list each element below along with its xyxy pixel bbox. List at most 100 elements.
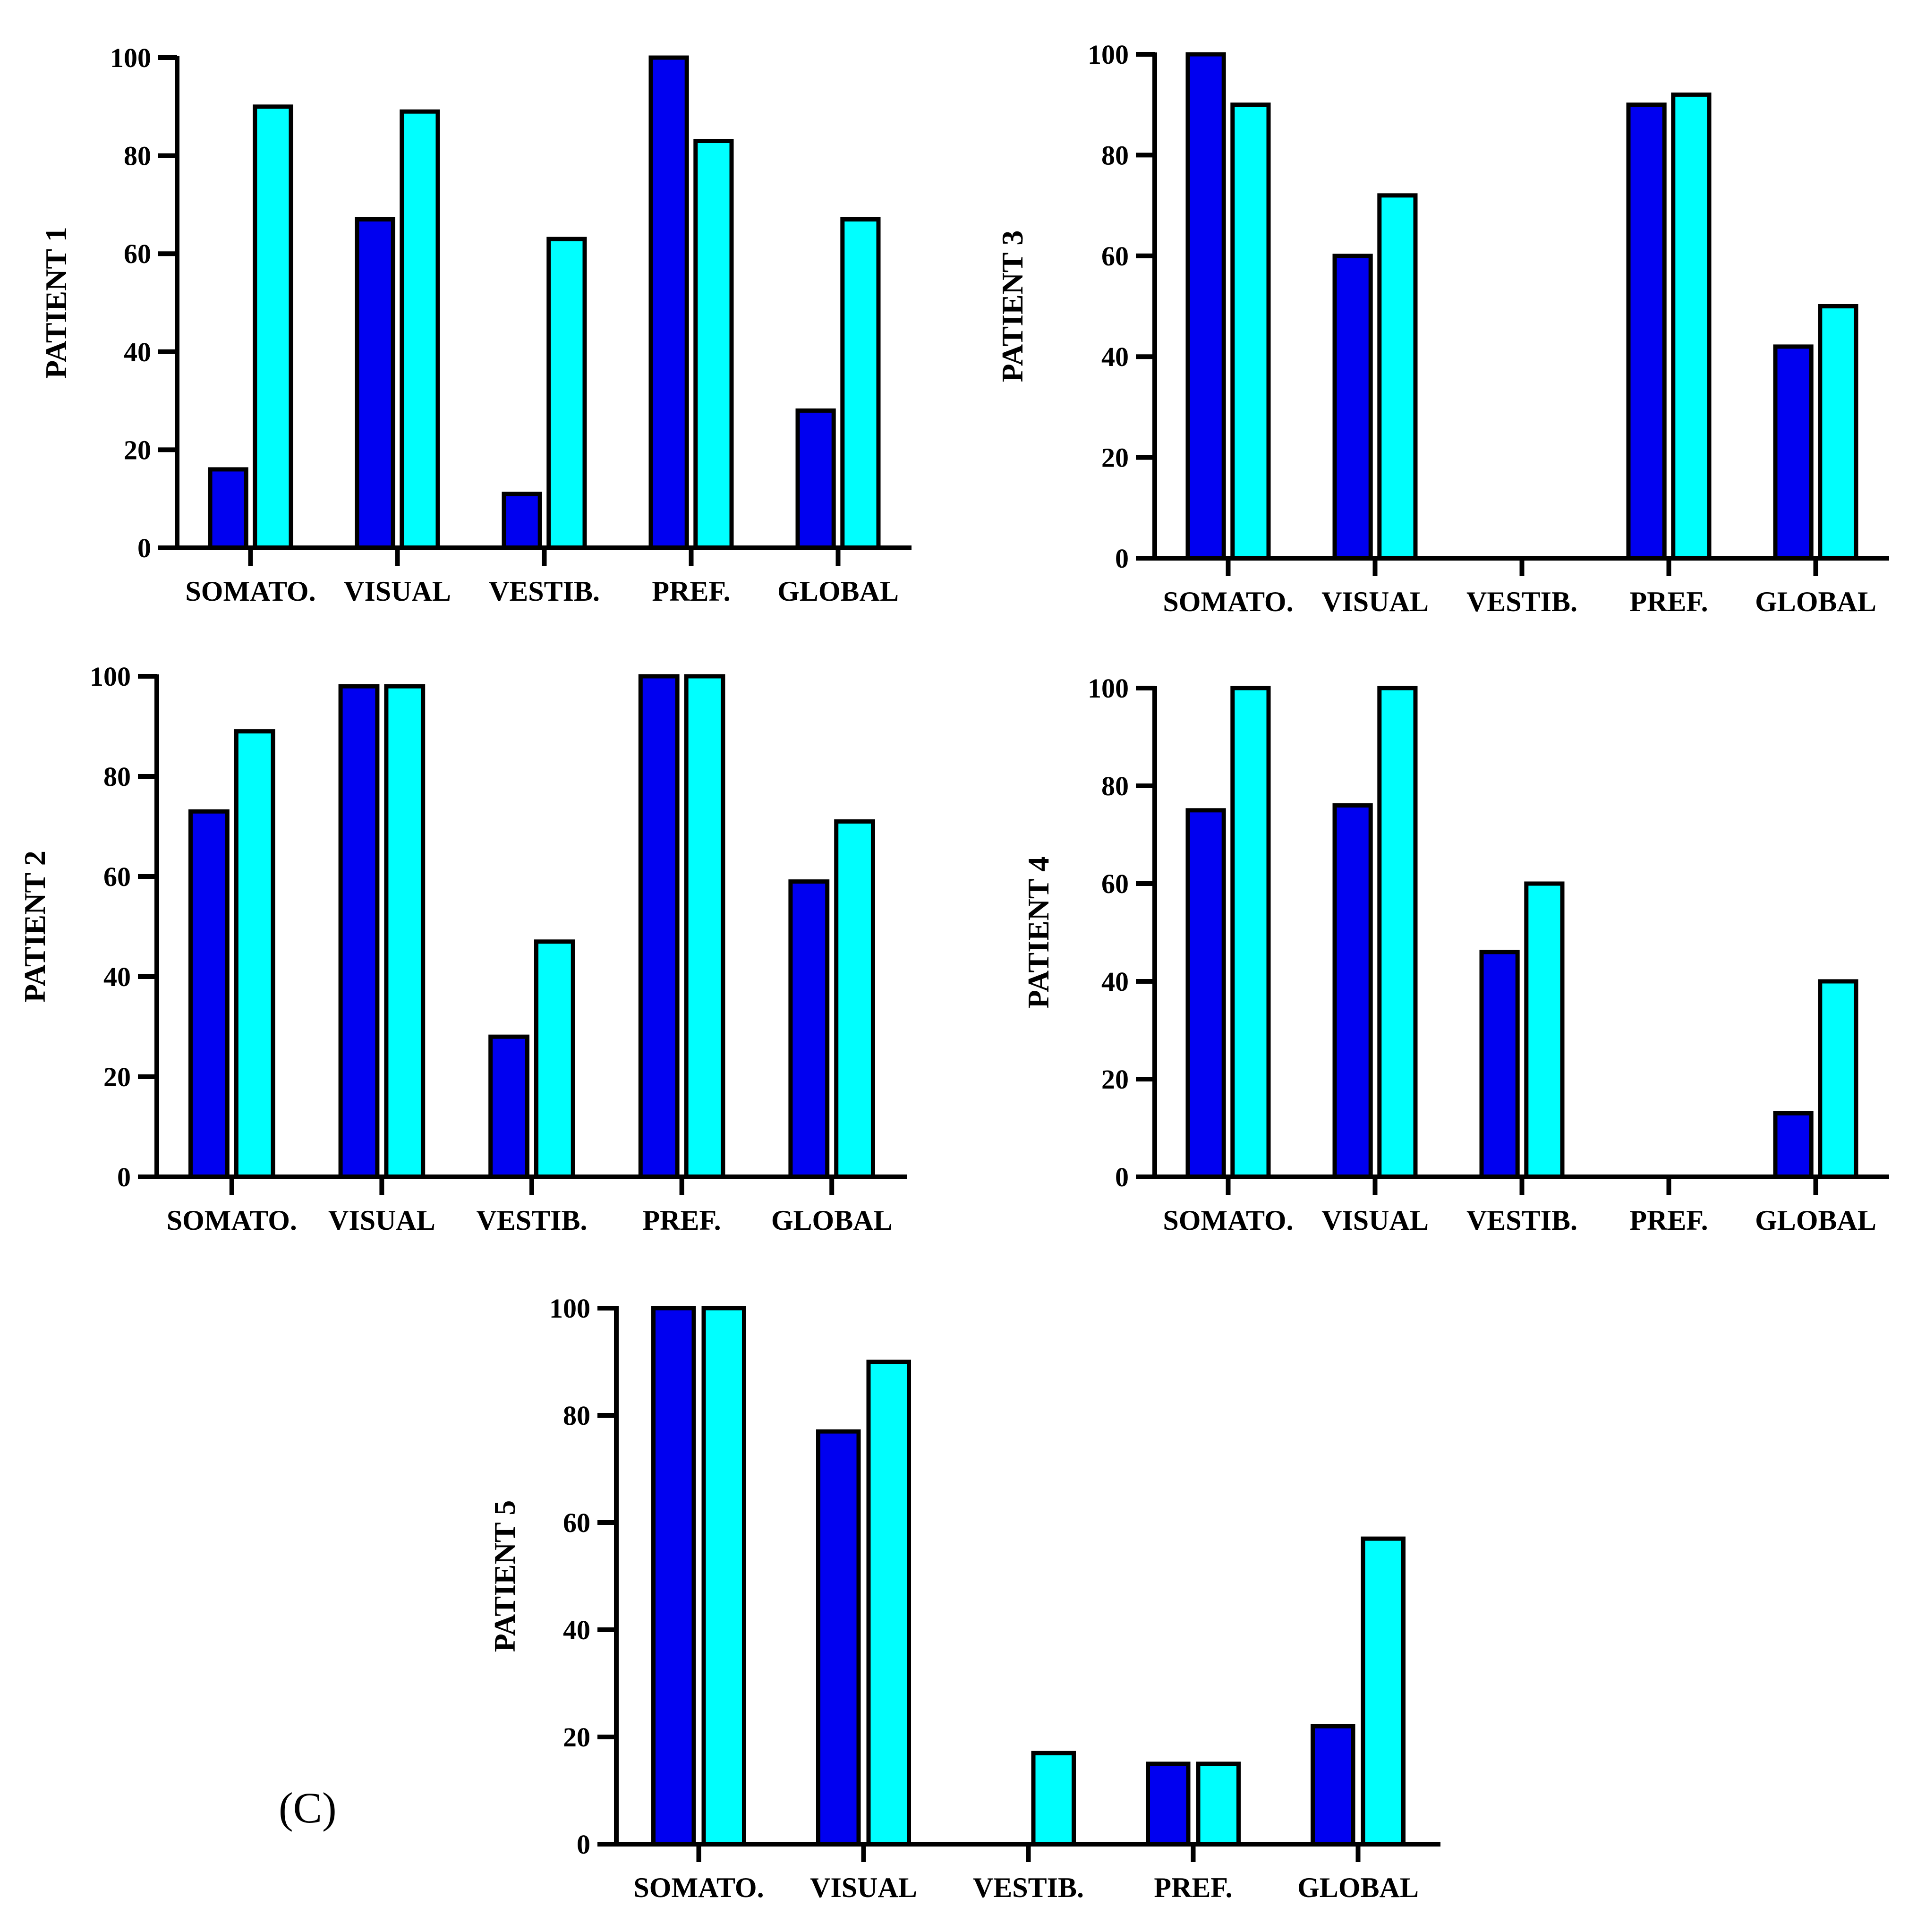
- x-tick-label: VESTIB.: [1466, 1205, 1577, 1236]
- bar-series1-5: [1311, 1724, 1355, 1847]
- y-tick-label: 40: [103, 962, 131, 992]
- x-tick-label: GLOBAL: [777, 576, 899, 607]
- bar-series2-4: [1671, 92, 1712, 561]
- bar-series2-3: [1031, 1751, 1076, 1847]
- y-tick-label: 20: [1101, 1064, 1129, 1095]
- y-axis-label: PATIENT 4: [1022, 857, 1055, 1009]
- x-tick-label: VISUAL: [328, 1205, 435, 1236]
- x-tick-label: SOMATO.: [185, 576, 315, 607]
- bar-series2-1: [234, 729, 275, 1179]
- bar-series1-4: [1626, 102, 1667, 561]
- y-tick-label: 20: [103, 1062, 131, 1092]
- bar-series1-5: [1773, 1111, 1814, 1179]
- chart-panel-2: 0 20 40 60 80 100 SOMATO. VISUAL VESTIB. PREF. GLO…: [996, 39, 1889, 617]
- bar-series1-5: [788, 879, 830, 1179]
- bar-series1-2: [1332, 803, 1373, 1179]
- chart-panel-1: 0 20 40 60 80 100 SOMATO. VISUAL VESTIB. PREF. GLO…: [39, 43, 912, 607]
- y-tick-label: 60: [1101, 241, 1129, 272]
- bar-series2-1: [701, 1306, 746, 1847]
- y-tick-label: 80: [103, 761, 131, 792]
- bar-series2-2: [1377, 686, 1418, 1179]
- x-tick-label: VESTIB.: [1466, 586, 1577, 617]
- bar-series1-3: [1479, 950, 1520, 1179]
- y-tick-label: 40: [1101, 341, 1129, 372]
- x-tick-label: SOMATO.: [1163, 1205, 1293, 1236]
- y-tick-label: 20: [1101, 443, 1129, 473]
- bar-series2-5: [834, 819, 875, 1179]
- bar-series2-2: [1377, 193, 1418, 561]
- bar-series2-4: [684, 674, 725, 1179]
- x-tick-label: VISUAL: [1321, 1205, 1429, 1236]
- x-tick-label: GLOBAL: [1755, 1205, 1876, 1236]
- chart-panel-3: 0 20 40 60 80 100 SOMATO. VISUAL VESTIB. PREF. GLO…: [18, 661, 907, 1236]
- x-tick-label: VISUAL: [344, 576, 451, 607]
- x-tick-label: VESTIB.: [489, 576, 600, 607]
- bar-series1-4: [648, 55, 689, 550]
- y-axis-label: PATIENT 3: [996, 230, 1029, 383]
- chart-panel-4: 0 20 40 60 80 100 SOMATO. VISUAL VESTIB. PREF. GLO…: [1022, 673, 1889, 1236]
- x-tick-label: PREF.: [1629, 1205, 1708, 1236]
- bar-series2-5: [1818, 979, 1858, 1179]
- bar-series1-2: [1332, 254, 1373, 561]
- bar-series1-3: [502, 492, 542, 550]
- x-tick-label: GLOBAL: [771, 1205, 893, 1236]
- y-tick-label: 100: [1088, 39, 1129, 70]
- x-tick-label: PREF.: [1154, 1872, 1232, 1903]
- bar-series1-2: [355, 217, 395, 550]
- y-tick-label: 0: [117, 1162, 131, 1192]
- y-axis-label: PATIENT 2: [18, 851, 51, 1003]
- bar-series2-3: [1524, 881, 1565, 1179]
- y-tick-label: 60: [124, 238, 151, 269]
- bar-series2-3: [546, 237, 587, 550]
- chart-panel-5: 0 20 40 60 80 100 SOMATO. VISUAL VESTIB. PREF. GLO…: [488, 1293, 1440, 1903]
- y-tick-label: 100: [1088, 673, 1129, 704]
- x-tick-label: VISUAL: [810, 1872, 917, 1903]
- y-tick-label: 80: [563, 1400, 590, 1431]
- y-tick-label: 0: [577, 1829, 590, 1860]
- bar-series1-4: [1146, 1762, 1191, 1847]
- y-tick-label: 60: [563, 1507, 590, 1538]
- bar-series1-1: [651, 1306, 696, 1847]
- y-axis-label: PATIENT 5: [488, 1500, 521, 1652]
- y-tick-label: 0: [1115, 543, 1129, 574]
- x-tick-label: VESTIB.: [476, 1205, 587, 1236]
- bar-series2-5: [1361, 1536, 1406, 1847]
- y-tick-label: 20: [563, 1722, 590, 1753]
- y-tick-label: 100: [110, 43, 151, 73]
- x-tick-label: PREF.: [1629, 586, 1708, 617]
- y-tick-label: 40: [563, 1615, 590, 1645]
- x-tick-label: VISUAL: [1321, 586, 1429, 617]
- x-tick-label: SOMATO.: [167, 1205, 297, 1236]
- x-tick-label: VESTIB.: [973, 1872, 1084, 1903]
- y-tick-label: 100: [549, 1293, 590, 1324]
- y-tick-label: 60: [103, 861, 131, 892]
- y-tick-label: 40: [124, 337, 151, 367]
- bar-series1-3: [488, 1034, 529, 1179]
- bar-series2-2: [866, 1360, 911, 1847]
- y-axis-label: PATIENT 1: [39, 227, 73, 379]
- x-tick-label: GLOBAL: [1755, 586, 1876, 617]
- bar-series2-4: [693, 139, 734, 550]
- bar-series1-2: [816, 1429, 861, 1847]
- bar-series1-1: [188, 809, 230, 1179]
- bar-series2-1: [253, 104, 293, 550]
- y-tick-label: 0: [1115, 1162, 1129, 1192]
- bar-series1-1: [1185, 808, 1226, 1179]
- bar-series1-5: [795, 408, 836, 550]
- y-tick-label: 80: [124, 141, 151, 171]
- y-tick-label: 20: [124, 434, 151, 465]
- bar-series2-5: [840, 217, 881, 550]
- y-tick-label: 100: [90, 661, 131, 692]
- x-tick-label: GLOBAL: [1297, 1872, 1419, 1903]
- bar-series2-2: [400, 109, 440, 550]
- bar-series1-1: [208, 467, 248, 550]
- y-tick-label: 60: [1101, 868, 1129, 899]
- bar-series1-1: [1185, 52, 1226, 561]
- x-tick-label: SOMATO.: [633, 1872, 764, 1903]
- y-tick-label: 0: [137, 533, 151, 563]
- y-tick-label: 80: [1101, 140, 1129, 170]
- y-tick-label: 80: [1101, 771, 1129, 801]
- x-tick-label: SOMATO.: [1163, 586, 1293, 617]
- x-tick-label: PREF.: [652, 576, 730, 607]
